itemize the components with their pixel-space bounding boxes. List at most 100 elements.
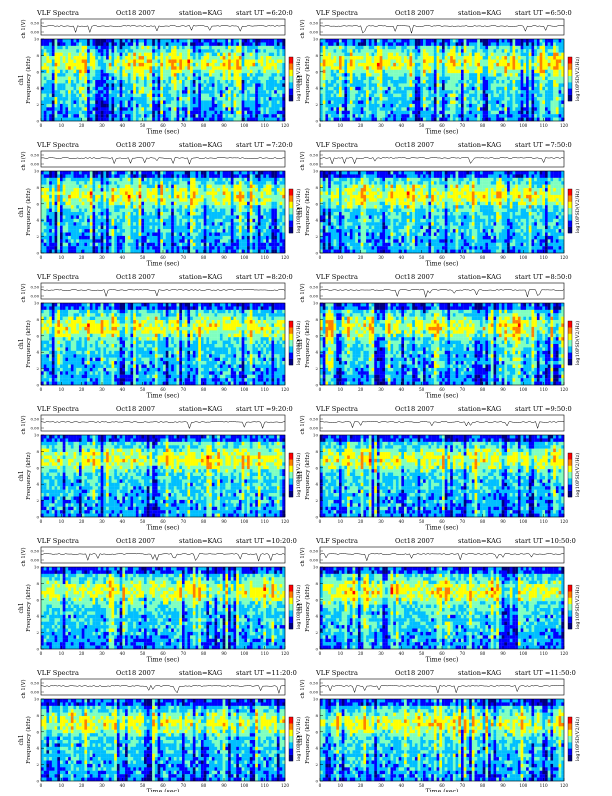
spectrogram-cell bbox=[93, 63, 96, 67]
spectrogram-cell bbox=[358, 97, 361, 101]
spectrogram-cell bbox=[420, 63, 423, 67]
spectrogram-cell bbox=[475, 111, 478, 115]
spectrogram-cell bbox=[212, 97, 215, 101]
spectrogram-cell bbox=[95, 185, 98, 189]
spectrogram-cell bbox=[277, 56, 280, 60]
spectrogram-cell bbox=[261, 118, 264, 122]
spectrogram-cell bbox=[65, 53, 68, 57]
spectrogram-cell bbox=[120, 90, 123, 94]
spectrogram-cell bbox=[182, 188, 185, 192]
spectrogram-cell bbox=[531, 66, 534, 70]
spectrogram-cell bbox=[374, 56, 377, 60]
spectrogram-cell bbox=[542, 70, 545, 74]
spectrogram-cell bbox=[258, 174, 261, 178]
spectrogram-cell bbox=[160, 118, 163, 122]
spectrogram-cell bbox=[55, 111, 58, 115]
spectrogram-cell bbox=[158, 66, 161, 70]
spectrogram-cell bbox=[523, 70, 526, 74]
spectrogram-cell bbox=[168, 42, 171, 46]
spectrogram-cell bbox=[163, 70, 166, 74]
spectrogram-cell bbox=[485, 83, 488, 87]
spectrogram-cell bbox=[139, 63, 142, 67]
spectrogram-cell bbox=[494, 114, 497, 118]
spectrogram-cell bbox=[325, 39, 328, 43]
spectrogram-cell bbox=[472, 42, 475, 46]
spectrogram-cell bbox=[526, 83, 529, 87]
spectrogram-cell bbox=[255, 171, 258, 175]
spectrogram-cell bbox=[559, 53, 562, 57]
spectrogram-cell bbox=[196, 80, 199, 84]
spectrogram-cell bbox=[263, 87, 266, 91]
spectrogram-cell bbox=[261, 178, 264, 182]
spectrogram-cell bbox=[269, 188, 272, 192]
spectrogram-cell bbox=[179, 114, 182, 118]
spectrogram-cell bbox=[141, 188, 144, 192]
spectrogram-cell bbox=[458, 66, 461, 70]
spectrogram-cell bbox=[65, 90, 68, 94]
spectrogram-cell bbox=[548, 97, 551, 101]
spectrogram-cell bbox=[44, 90, 47, 94]
spectrogram-cell bbox=[168, 66, 171, 70]
spectrogram-cell bbox=[347, 42, 350, 46]
spectrogram-cell bbox=[502, 46, 505, 50]
spectrogram-cell bbox=[90, 63, 93, 67]
spectrogram-cell bbox=[488, 46, 491, 50]
spectrogram-cell bbox=[399, 46, 402, 50]
spectrogram-cell bbox=[168, 185, 171, 189]
spectrogram-cell bbox=[485, 80, 488, 84]
spectrogram-cell bbox=[456, 77, 459, 81]
spectrogram-cell bbox=[220, 60, 223, 64]
spectrogram-cell bbox=[434, 101, 437, 105]
spectrogram-cell bbox=[488, 70, 491, 74]
spectrogram-cell bbox=[559, 83, 562, 87]
spectrogram-cell bbox=[545, 49, 548, 53]
spectrogram-cell bbox=[136, 80, 139, 84]
spectrogram-cell bbox=[526, 42, 529, 46]
spectrogram-cell bbox=[277, 53, 280, 57]
spectrogram-cell bbox=[242, 83, 245, 87]
spectrogram-cell bbox=[280, 171, 283, 175]
spectrogram-cell bbox=[247, 104, 250, 108]
spectrogram-cell bbox=[559, 104, 562, 108]
spectrogram-cell bbox=[250, 178, 253, 182]
spectrogram-cell bbox=[271, 53, 274, 57]
spectrogram-cell bbox=[193, 114, 196, 118]
spectrogram-cell bbox=[372, 80, 375, 84]
spectrogram-cell bbox=[542, 56, 545, 60]
spectrogram-cell bbox=[87, 70, 90, 74]
spectrogram-cell bbox=[147, 101, 150, 105]
panel-station-label: station=KAG bbox=[179, 9, 222, 17]
spectrogram-cell bbox=[331, 39, 334, 43]
spectrogram-cell bbox=[242, 104, 245, 108]
spectrogram-cell bbox=[382, 94, 385, 98]
spectrogram-cell bbox=[82, 174, 85, 178]
spectrogram-cell bbox=[242, 94, 245, 98]
spectrogram-cell bbox=[521, 101, 524, 105]
spectrogram-cell bbox=[228, 73, 231, 77]
spectrogram-cell bbox=[147, 83, 150, 87]
spectrogram-cell bbox=[447, 94, 450, 98]
spectrogram-cell bbox=[331, 104, 334, 108]
spectrogram-cell bbox=[247, 185, 250, 189]
spectrogram-cell bbox=[450, 114, 453, 118]
spectrogram-cell bbox=[136, 111, 139, 115]
spectrogram-cell bbox=[382, 80, 385, 84]
spectrogram-cell bbox=[215, 107, 218, 111]
spectrogram-cell bbox=[120, 114, 123, 118]
spectrogram-cell bbox=[439, 83, 442, 87]
spectrogram-cell bbox=[141, 80, 144, 84]
spectrogram-cell bbox=[155, 87, 158, 91]
spectrogram-cell bbox=[79, 87, 82, 91]
spectrogram-cell bbox=[182, 66, 185, 70]
spectrogram-cell bbox=[263, 70, 266, 74]
spectrogram-cell bbox=[450, 53, 453, 57]
spectrogram-cell bbox=[545, 53, 548, 57]
spectrogram-cell bbox=[548, 39, 551, 43]
spectrogram-cell bbox=[228, 66, 231, 70]
spectrogram-cell bbox=[261, 181, 264, 185]
spectrogram-cell bbox=[456, 87, 459, 91]
spectrogram-cell bbox=[71, 49, 74, 53]
spectrogram-cell bbox=[158, 178, 161, 182]
spectrogram-cell bbox=[556, 73, 559, 77]
spectrogram-cell bbox=[168, 188, 171, 192]
